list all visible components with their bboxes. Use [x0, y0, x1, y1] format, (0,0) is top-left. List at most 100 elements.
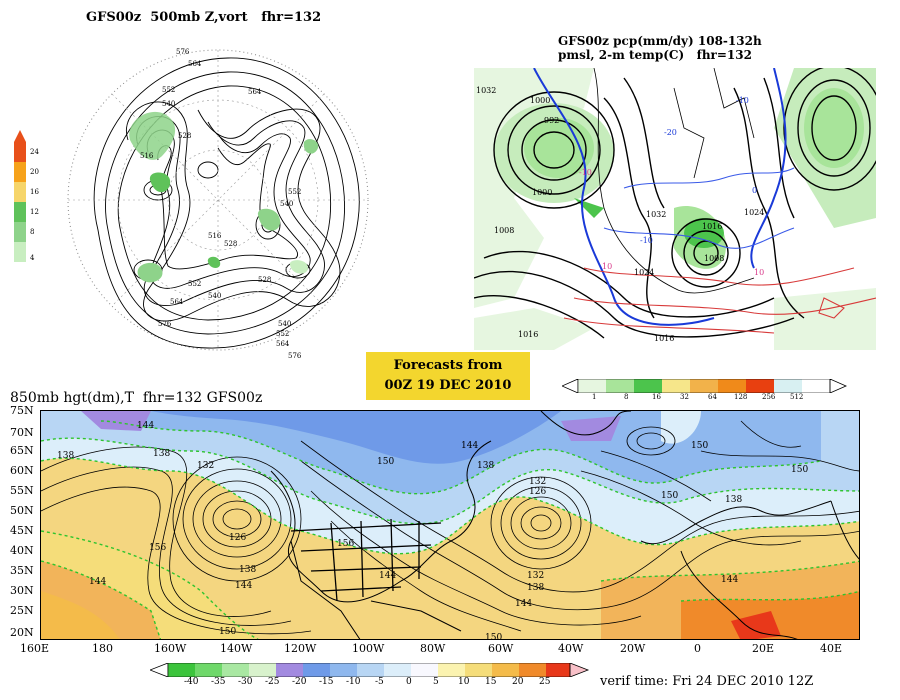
colorbar-850mb-label: -5 [375, 677, 384, 687]
contour-label: 564 [170, 298, 184, 306]
latitude-axis: 75N 70N 65N 60N 55N 50N 45N 40N 35N 30N … [6, 404, 40, 640]
colorbar-850mb-label: 0 [406, 677, 412, 687]
temperature-contours [533, 68, 876, 334]
lon-label: 60W [488, 642, 514, 655]
contour-label: 576 [176, 48, 190, 56]
colorbar-850mb-label: -15 [319, 677, 334, 687]
height-label: 126 [529, 487, 547, 497]
colorbar-precip-label: 512 [790, 393, 804, 401]
lon-label: 180 [92, 642, 113, 655]
panel-850mb-title: 850mb hgt(dm),T fhr=132 GFS00z [10, 390, 263, 406]
lon-label: 120W [284, 642, 317, 655]
contour-label: 564 [248, 88, 262, 96]
colorbar-850mb-label: 15 [485, 677, 497, 687]
isobar-label: 1000 [532, 188, 553, 197]
forecast-time-box: Forecasts from 00Z 19 DEC 2010 [366, 352, 530, 400]
colorbar-500mb-label: 4 [30, 254, 35, 262]
lat-label: 75N [10, 404, 34, 417]
coastlines-850mb [270, 411, 859, 639]
height-label: 150 [219, 627, 237, 637]
lat-label: 50N [10, 504, 34, 517]
height-label: 150 [791, 465, 809, 475]
colorbar-850mb-label: -20 [292, 677, 307, 687]
colorbar-500mb-swatch [14, 162, 26, 182]
colorbar-850mb-label: 10 [458, 677, 470, 687]
state-borders [290, 518, 442, 602]
lon-label: 140W [220, 642, 253, 655]
contour-label: 528 [178, 132, 192, 140]
contour-label: 540 [208, 292, 222, 300]
height-label: 150 [691, 441, 709, 451]
colorbar-850mb-graphic [148, 662, 590, 678]
colorbar-850mb-label: 25 [539, 677, 551, 687]
contour-label: 552 [276, 330, 290, 338]
isobar-label: 1016 [702, 222, 723, 231]
colorbar-500mb-label: 20 [30, 168, 39, 176]
temp-label: -10 [579, 168, 592, 177]
panel-precip-colorbar: 1 8 16 32 64 128 256 512 [561, 378, 852, 402]
colorbar-500mb-label: 12 [30, 208, 39, 216]
height-label: 156 [337, 539, 355, 549]
contour-label: 516 [208, 232, 222, 240]
height-label: 138 [527, 583, 545, 593]
colorbar-850mb-label: 5 [433, 677, 439, 687]
colorbar-precip-label: 16 [652, 393, 661, 401]
height-label: 150 [661, 491, 679, 501]
panel-precip-map: 1032 1000 992 1008 1000 1032 1024 1016 1… [474, 68, 876, 350]
lon-label: 40W [558, 642, 584, 655]
height-label: 144 [515, 599, 533, 609]
isobar-label: 1032 [476, 86, 497, 95]
colorbar-850mb-label: -25 [265, 677, 280, 687]
lon-label: 20E [752, 642, 775, 655]
lat-label: 55N [10, 484, 34, 497]
colorbar-500mb-swatch [14, 142, 26, 162]
lon-label: 0 [694, 642, 701, 655]
panel-850mb-colorbar: -40 -35 -30 -25 -20 -15 -10 -5 0 5 10 15… [148, 662, 590, 692]
contour-label: 576 [158, 320, 172, 328]
panel-850mb-map: 144 138 132 126 138 144 150 156 144 138 … [40, 410, 860, 640]
isobar-label: 1032 [646, 210, 667, 219]
lon-label: 160E [20, 642, 50, 655]
contour-label: 564 [276, 340, 290, 348]
lon-label: 160W [154, 642, 187, 655]
forecast-line1: Forecasts from [393, 358, 503, 373]
contour-label: 540 [280, 200, 294, 208]
contour-label: 516 [140, 152, 154, 160]
temperature-shading [41, 411, 859, 639]
map-850mb [41, 411, 859, 639]
colorbar-500mb-label: 16 [30, 188, 39, 196]
height-label: 144 [235, 581, 253, 591]
colorbar-precip-label: 128 [734, 393, 748, 401]
colorbar-precip-graphic [561, 378, 847, 394]
isobar-label: 1008 [704, 254, 725, 263]
panel-500mb-title: GFS00z 500mb Z,vort fhr=132 [86, 10, 322, 25]
colorbar-850mb-label: -30 [238, 677, 253, 687]
height-label: 138 [725, 495, 743, 505]
isobar-label: 1016 [654, 334, 675, 343]
panel-500mb-map: 576 564 552 540 528 516 528 540 552 564 … [58, 30, 378, 370]
height-label: 132 [529, 477, 547, 487]
height-label: 150 [485, 633, 503, 640]
height-label: 138 [57, 451, 75, 461]
vorticity-shading [129, 111, 319, 283]
colorbar-500mb-swatch [14, 182, 26, 202]
temp-label: -20 [664, 128, 677, 137]
isobar-label: 1024 [744, 208, 765, 217]
colorbar-500mb-arrow [14, 130, 26, 142]
height-label: 132 [197, 461, 215, 471]
temp-label: 10 [602, 262, 613, 271]
precip-map [474, 68, 876, 350]
colorbar-500mb-swatch [14, 222, 26, 242]
colorbar-850mb-label: 20 [512, 677, 524, 687]
contour-label: 528 [258, 276, 272, 284]
colorbar-850mb-label: -35 [211, 677, 226, 687]
lat-label: 65N [10, 444, 34, 457]
colorbar-500mb-label: 8 [30, 228, 35, 236]
colorbar-precip-label: 32 [680, 393, 689, 401]
contour-label: 552 [162, 86, 176, 94]
lon-label: 40E [820, 642, 843, 655]
colorbar-850mb-label: -10 [346, 677, 361, 687]
contour-label: 540 [278, 320, 292, 328]
lat-label: 40N [10, 544, 34, 557]
lat-label: 25N [10, 604, 34, 617]
